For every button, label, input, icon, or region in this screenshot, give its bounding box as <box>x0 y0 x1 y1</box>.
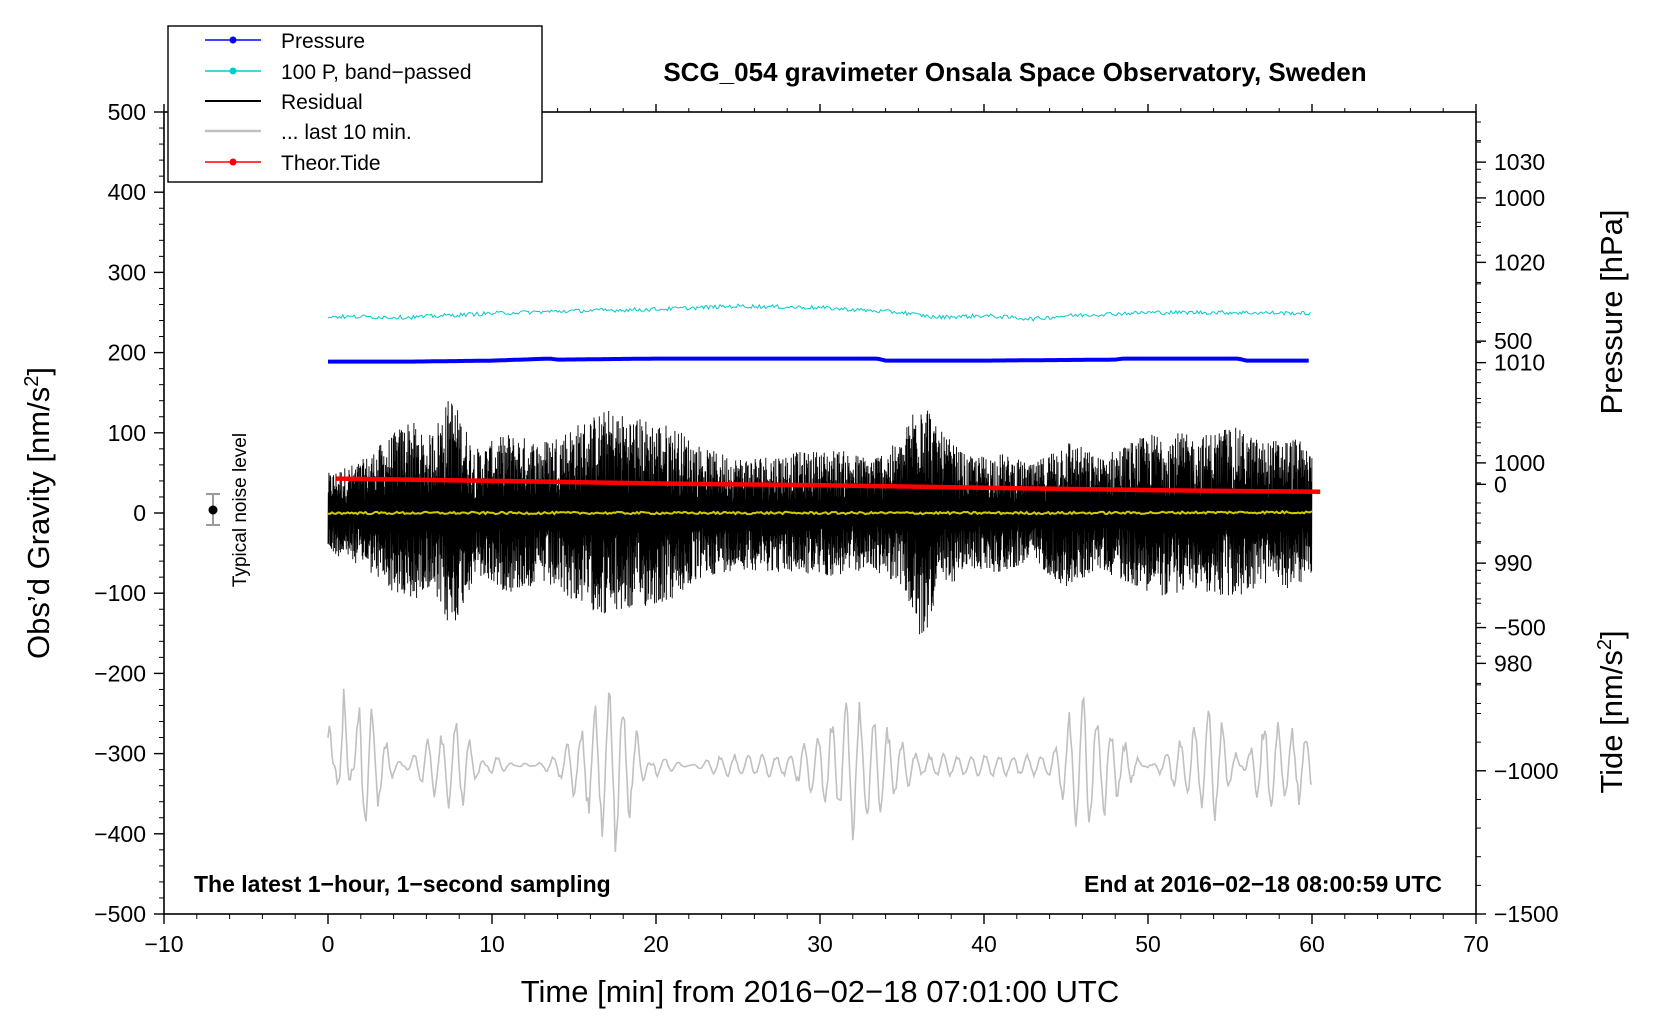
y-axis-label-sup: 2 <box>21 376 43 387</box>
series-residual <box>327 401 1313 635</box>
x-tick-label: 0 <box>322 931 335 957</box>
tide-axis-label-main: Tide [nm/s <box>1594 650 1629 794</box>
tide-axis-label-sup: 2 <box>1594 639 1616 650</box>
x-axis: −10 0 10 20 30 40 50 60 70 <box>144 104 1489 957</box>
legend-item-bandpassed: 100 P, band−passed <box>205 61 472 84</box>
y-tick-label: −500 <box>94 901 146 927</box>
y-axis-gravity: 500 400 300 200 100 0 −100 −200 −300 −400 −500 <box>94 99 164 927</box>
pressure-tick-label: 1010 <box>1494 350 1545 376</box>
legend-marker-pressure <box>229 36 237 44</box>
tide-tick-label: −1500 <box>1494 901 1559 927</box>
y-axis-tide: 1000 500 0 −500 −1000 −1500 <box>1476 140 1559 927</box>
y-axis-label: Obs’d Gravity [nm/s2] <box>21 367 56 659</box>
x-tick-label: 60 <box>1299 931 1325 957</box>
legend-label-pressure: Pressure <box>281 30 365 53</box>
tide-tick-label: 500 <box>1494 328 1532 354</box>
y-tick-label: −200 <box>94 660 146 686</box>
legend-label-residual: Residual <box>281 91 363 114</box>
series-theor-tide <box>336 476 1321 495</box>
y-axis-label-close: ] <box>21 367 56 376</box>
series-last-10-min <box>327 688 1313 852</box>
x-tick-label: 20 <box>643 931 669 957</box>
x-tick-label: 50 <box>1135 931 1161 957</box>
pressure-tick-label: 1030 <box>1494 149 1545 175</box>
y-tick-label: −400 <box>94 821 146 847</box>
y-tick-label: 100 <box>108 420 146 446</box>
y-axis-pressure: 1030 1020 1010 1000 990 980 <box>1476 121 1545 704</box>
tide-axis-label: Tide [nm/s2] <box>1594 630 1629 793</box>
y-tick-label: −100 <box>94 580 146 606</box>
pressure-tick-label: 980 <box>1494 650 1532 676</box>
x-tick-label: 10 <box>479 931 505 957</box>
pressure-axis-label: Pressure [hPa] <box>1594 209 1629 414</box>
x-tick-label: −10 <box>144 931 183 957</box>
annotation-left: The latest 1−hour, 1−second sampling <box>194 871 611 897</box>
x-axis-label: Time [min] from 2016−02−18 07:01:00 UTC <box>521 974 1120 1009</box>
chart-title: SCG_054 gravimeter Onsala Space Observat… <box>663 57 1366 87</box>
annotation-right: End at 2016−02−18 08:00:59 UTC <box>1084 871 1442 897</box>
data-series <box>327 303 1321 852</box>
legend-item-residual: Residual <box>205 91 363 114</box>
noise-marker: Typical noise level <box>206 433 251 587</box>
series-pressure <box>328 356 1309 364</box>
tide-tick-label: −500 <box>1494 615 1546 641</box>
legend-item-tide: Theor.Tide <box>205 152 381 175</box>
y-tick-label: 0 <box>133 500 146 526</box>
legend-box <box>167 25 543 183</box>
y-tick-label: 400 <box>108 179 146 205</box>
y-tick-label: 200 <box>108 340 146 366</box>
y-tick-label: −300 <box>94 741 146 767</box>
legend-label-tide: Theor.Tide <box>281 152 381 175</box>
legend-item-last10: ... last 10 min. <box>205 121 412 144</box>
tide-tick-label: −1000 <box>1494 758 1559 784</box>
legend-item-pressure: Pressure <box>205 30 365 53</box>
pressure-tick-label: 1000 <box>1494 450 1545 476</box>
series-residual-lowpass <box>327 509 1313 516</box>
tide-axis-label-close: ] <box>1594 630 1629 639</box>
legend-marker-tide <box>229 158 237 166</box>
legend-marker-bandpassed <box>229 67 237 75</box>
pressure-tick-label: 990 <box>1494 550 1532 576</box>
x-tick-label: 40 <box>971 931 997 957</box>
tide-tick-label: 0 <box>1494 471 1507 497</box>
x-tick-label: 70 <box>1463 931 1489 957</box>
noise-dot <box>208 505 218 515</box>
pressure-tick-label: 1020 <box>1494 249 1545 275</box>
x-tick-label: 30 <box>807 931 833 957</box>
legend-label-last10: ... last 10 min. <box>281 121 412 144</box>
y-tick-label: 500 <box>108 99 146 125</box>
series-bandpassed <box>327 303 1311 322</box>
y-tick-label: 300 <box>108 259 146 285</box>
legend-label-bandpassed: 100 P, band−passed <box>281 61 472 84</box>
legend: Pressure 100 P, band−passed Residual ...… <box>167 25 543 183</box>
tide-tick-label: 1000 <box>1494 185 1545 211</box>
y-axis-label-main: Obs’d Gravity [nm/s <box>21 387 56 659</box>
noise-label: Typical noise level <box>230 433 251 587</box>
